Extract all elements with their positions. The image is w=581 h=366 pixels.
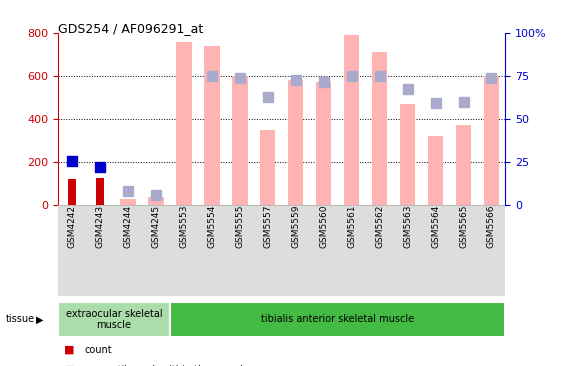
Point: [487, 75, 496, 81]
Point: [95, 164, 105, 170]
Text: GSM5563: GSM5563: [403, 205, 412, 249]
Point: [459, 99, 468, 105]
Bar: [204, 46, 220, 205]
Bar: [288, 80, 303, 205]
Text: extraocular skeletal
muscle: extraocular skeletal muscle: [66, 309, 162, 330]
Text: GSM5559: GSM5559: [291, 205, 300, 249]
Bar: [148, 197, 164, 205]
Bar: [316, 82, 331, 205]
Text: ■: ■: [64, 344, 74, 355]
Text: GSM5562: GSM5562: [375, 205, 384, 249]
Point: [375, 73, 384, 79]
Bar: [428, 136, 443, 205]
Bar: [456, 126, 471, 205]
Point: [235, 75, 245, 81]
Text: percentile rank within the sample: percentile rank within the sample: [84, 365, 249, 366]
FancyBboxPatch shape: [58, 302, 170, 337]
Text: tibialis anterior skeletal muscle: tibialis anterior skeletal muscle: [261, 314, 414, 324]
Bar: [120, 198, 136, 205]
Point: [123, 188, 132, 194]
Point: [263, 94, 272, 100]
Text: GSM4244: GSM4244: [124, 205, 132, 248]
Text: count: count: [84, 344, 112, 355]
Point: [403, 86, 413, 92]
Text: GSM5555: GSM5555: [235, 205, 245, 249]
Text: GSM4243: GSM4243: [95, 205, 105, 248]
Point: [347, 73, 356, 79]
Bar: [68, 179, 76, 205]
Bar: [232, 76, 248, 205]
Text: GSM5565: GSM5565: [459, 205, 468, 249]
Bar: [344, 35, 360, 205]
Point: [431, 100, 440, 106]
Point: [151, 193, 160, 198]
Text: GSM5553: GSM5553: [180, 205, 188, 249]
Point: [291, 77, 300, 83]
Text: GSM5566: GSM5566: [487, 205, 496, 249]
Bar: [400, 104, 415, 205]
FancyBboxPatch shape: [170, 302, 505, 337]
Bar: [176, 42, 192, 205]
Text: GSM5564: GSM5564: [431, 205, 440, 249]
Text: ■: ■: [64, 365, 74, 366]
Text: GSM4245: GSM4245: [152, 205, 160, 248]
Text: GSM5560: GSM5560: [319, 205, 328, 249]
Text: GSM5554: GSM5554: [207, 205, 216, 249]
Bar: [484, 76, 499, 205]
Text: GDS254 / AF096291_at: GDS254 / AF096291_at: [58, 22, 203, 35]
Text: GSM5557: GSM5557: [263, 205, 272, 249]
Bar: [372, 52, 388, 205]
Text: GSM4242: GSM4242: [67, 205, 77, 248]
Text: ▶: ▶: [36, 314, 44, 324]
Bar: [96, 178, 104, 205]
Text: GSM5561: GSM5561: [347, 205, 356, 249]
Bar: [260, 130, 275, 205]
Text: tissue: tissue: [6, 314, 35, 324]
Point: [67, 158, 77, 164]
Point: [207, 73, 217, 79]
Point: [319, 79, 328, 85]
